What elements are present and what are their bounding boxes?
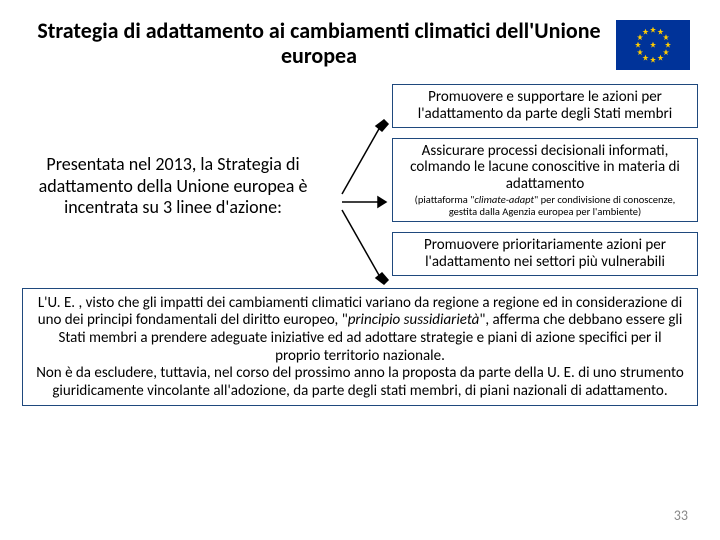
action-box-1: Promuovere e supportare le azioni per l'… (392, 84, 698, 128)
action-box-2-text: Assicurare processi decisionali informat… (410, 142, 680, 194)
header: Strategia di adattamento ai cambiamenti … (0, 0, 720, 78)
action-box-2-note: (piattaforma "climate-adapt" per condivi… (401, 194, 689, 217)
bottom-paragraph-2: Non è da escludere, tuttavia, nel corso … (35, 365, 685, 400)
action-box-3: Promuovere prioritariamente azioni per l… (392, 232, 698, 276)
action-box-1-text: Promuovere e supportare le azioni per l'… (418, 88, 672, 123)
intro-text: Presentata nel 2013, la Strategia di ada… (6, 154, 340, 219)
eu-flag-icon (616, 20, 690, 70)
middle-section: Presentata nel 2013, la Strategia di ada… (0, 78, 720, 276)
left-column: Presentata nel 2013, la Strategia di ada… (6, 84, 354, 276)
action-box-3-text: Promuovere prioritariamente azioni per l… (424, 236, 666, 271)
page-number: 33 (674, 507, 688, 524)
title-wrap: Strategia di adattamento ai cambiamenti … (30, 18, 608, 69)
page-title: Strategia di adattamento ai cambiamenti … (30, 18, 608, 69)
action-box-2: Assicurare processi decisionali informat… (392, 138, 698, 222)
arrows-icon (336, 84, 396, 276)
